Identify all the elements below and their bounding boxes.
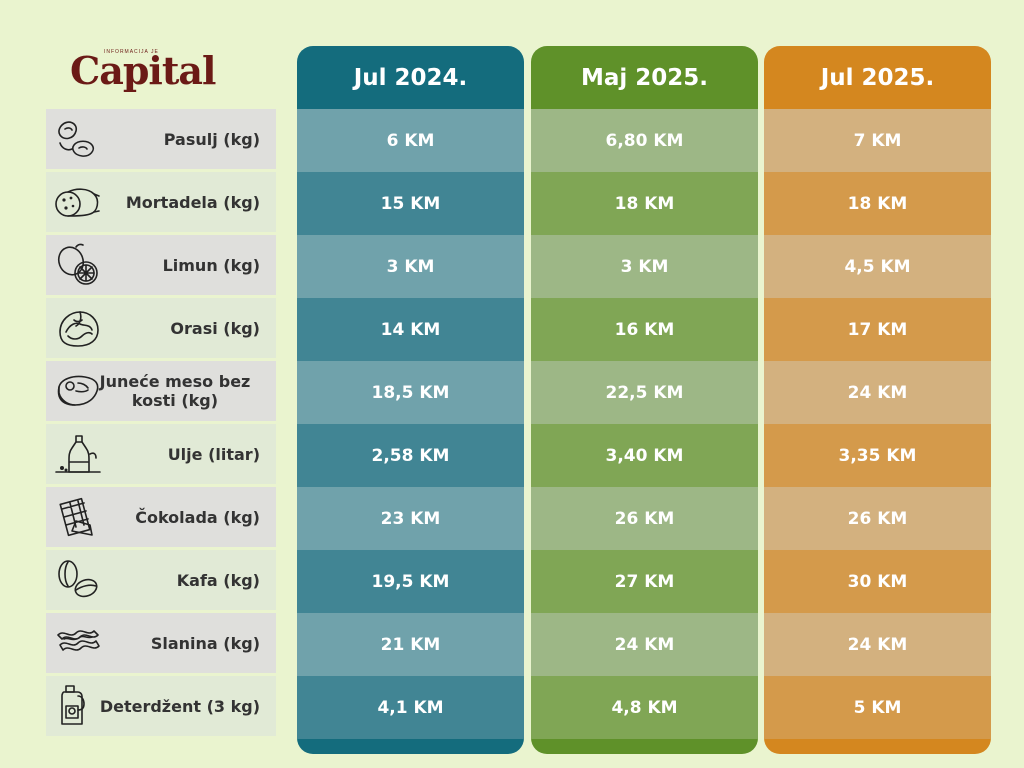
price-cell: 5 KM: [764, 676, 991, 739]
price-cell: 17 KM: [764, 298, 991, 361]
item-label: Deterdžent (3 kg): [99, 696, 260, 716]
price-cell: 4,1 KM: [297, 676, 524, 739]
lemon-icon: [54, 243, 102, 287]
capital-logo: INFORMACIJA JE Capital: [70, 46, 220, 96]
column-maj-2025: Maj 2025. 6,80 KM 18 KM 3 KM 16 KM 22,5 KM 3,4…: [531, 46, 758, 754]
item-label: Juneće meso bez kosti (kg): [99, 372, 251, 410]
mortadella-icon: [54, 180, 102, 224]
logo-wordmark: Capital: [70, 48, 216, 93]
row-label-limun-kg: Limun (kg): [46, 235, 276, 295]
price-cell: 7 KM: [764, 109, 991, 172]
coffee-bean-icon: [54, 558, 102, 602]
price-cell: 24 KM: [764, 361, 991, 424]
beans-icon: [54, 117, 102, 161]
row-label-orasi-kg: Orasi (kg): [46, 298, 276, 358]
price-cell: 16 KM: [531, 298, 758, 361]
column-header: Jul 2024.: [353, 64, 468, 91]
price-cell: 30 KM: [764, 550, 991, 613]
price-cell: 27 KM: [531, 550, 758, 613]
row-label-slanina-kg: Slanina (kg): [46, 613, 276, 673]
item-label-column: Pasulj (kg) Mortadela (kg) Limun (kg) Orasi…: [46, 109, 276, 739]
item-label: Limun (kg): [162, 255, 260, 275]
row-label-cokolada-kg: Čokolada (kg): [46, 487, 276, 547]
price-cell: 4,5 KM: [764, 235, 991, 298]
item-label: Slanina (kg): [150, 633, 260, 653]
price-cell: 23 KM: [297, 487, 524, 550]
walnut-icon: [54, 306, 102, 350]
row-label-pasulj-kg: Pasulj (kg): [46, 109, 276, 169]
price-cell: 15 KM: [297, 172, 524, 235]
price-cell: 3,40 KM: [531, 424, 758, 487]
row-label-kafa-kg: Kafa (kg): [46, 550, 276, 610]
chocolate-icon: [54, 495, 102, 539]
column-jul-2024: Jul 2024. 6 KM 15 KM 3 KM 14 KM 18,5 KM 2,58 K…: [297, 46, 524, 754]
row-label-deterdzent-3-kg: Deterdžent (3 kg): [46, 676, 276, 736]
price-cell: 14 KM: [297, 298, 524, 361]
row-label-mortadela-kg: Mortadela (kg): [46, 172, 276, 232]
column-jul-2025: Jul 2025. 7 KM 18 KM 4,5 KM 17 KM 24 KM 3,35 K…: [764, 46, 991, 754]
price-cell: 24 KM: [764, 613, 991, 676]
price-cell: 26 KM: [764, 487, 991, 550]
item-label: Mortadela (kg): [125, 192, 260, 212]
price-cell: 26 KM: [531, 487, 758, 550]
logo-tagline: INFORMACIJA JE: [104, 49, 159, 55]
price-cell: 6 KM: [297, 109, 524, 172]
price-cell: 18 KM: [764, 172, 991, 235]
price-cell: 21 KM: [297, 613, 524, 676]
column-header: Maj 2025.: [580, 64, 709, 91]
price-cell: 3,35 KM: [764, 424, 991, 487]
column-header: Jul 2025.: [820, 64, 935, 91]
price-cell: 18 KM: [531, 172, 758, 235]
steak-icon: [54, 369, 102, 413]
row-label-ulje-litar: Ulje (litar): [46, 424, 276, 484]
price-cell: 2,58 KM: [297, 424, 524, 487]
price-cell: 3 KM: [531, 235, 758, 298]
price-cell: 24 KM: [531, 613, 758, 676]
price-cell: 6,80 KM: [531, 109, 758, 172]
row-label-junece-meso-bez-kosti-kg: Juneće meso bez kosti (kg): [46, 361, 276, 421]
oil-bottle-icon: [54, 432, 102, 476]
price-cell: 4,8 KM: [531, 676, 758, 739]
price-cell: 19,5 KM: [297, 550, 524, 613]
bacon-icon: [54, 621, 102, 665]
item-label: Čokolada (kg): [135, 507, 260, 527]
item-label: Pasulj (kg): [163, 129, 260, 149]
item-label: Ulje (litar): [167, 444, 260, 464]
price-cell: 22,5 KM: [531, 361, 758, 424]
price-cell: 18,5 KM: [297, 361, 524, 424]
item-label: Kafa (kg): [176, 570, 260, 590]
detergent-icon: [54, 684, 102, 728]
item-label: Orasi (kg): [170, 318, 260, 338]
price-cell: 3 KM: [297, 235, 524, 298]
